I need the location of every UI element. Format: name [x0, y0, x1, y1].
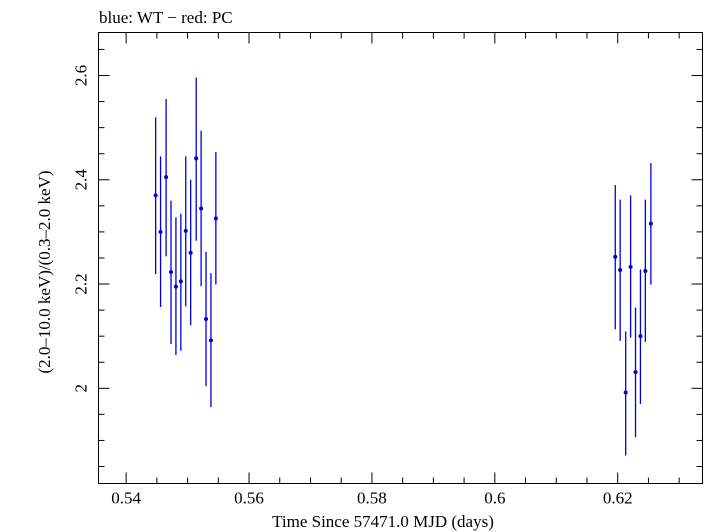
- x-axis-label: Time Since 57471.0 MJD (days): [272, 512, 494, 531]
- chart-title: blue: WT − red: PC: [99, 8, 233, 27]
- data-point: [204, 316, 209, 321]
- y-axis-label: (2.0–10.0 keV)/(0.3–2.0 keV): [35, 170, 54, 373]
- y-tick-label: 2.6: [72, 65, 91, 86]
- data-point: [638, 334, 643, 339]
- data-point: [173, 284, 178, 289]
- axis-tick-labels: 0.54 0.56 0.58 0.6 0.62 2 2.2 2.4 2.6: [72, 65, 633, 508]
- data-point: [199, 206, 204, 211]
- data-point: [153, 193, 158, 198]
- data-point: [178, 279, 183, 284]
- data-point: [169, 270, 174, 275]
- data-point: [633, 370, 638, 375]
- x-tick-label: 0.62: [603, 489, 633, 508]
- data-point: [623, 390, 628, 395]
- data-point: [648, 221, 653, 226]
- data-point: [613, 254, 618, 259]
- data-point: [208, 338, 213, 343]
- axis-ticks: [98, 32, 703, 484]
- data-point: [618, 267, 623, 272]
- data-point: [188, 250, 193, 255]
- data-point: [194, 156, 199, 161]
- data-point: [158, 229, 163, 234]
- data-series-wt: [153, 77, 653, 456]
- x-tick-label: 0.6: [484, 489, 505, 508]
- y-tick-label: 2.4: [72, 169, 91, 191]
- data-point: [643, 269, 648, 274]
- data-point: [183, 228, 188, 233]
- y-tick-label: 2: [72, 384, 91, 393]
- x-tick-label: 0.56: [234, 489, 264, 508]
- data-point: [628, 264, 633, 269]
- x-tick-label: 0.58: [357, 489, 387, 508]
- data-point: [213, 216, 218, 221]
- plot-frame: [98, 32, 703, 484]
- x-tick-label: 0.54: [111, 489, 141, 508]
- data-point: [164, 175, 169, 180]
- y-tick-label: 2.2: [72, 273, 91, 294]
